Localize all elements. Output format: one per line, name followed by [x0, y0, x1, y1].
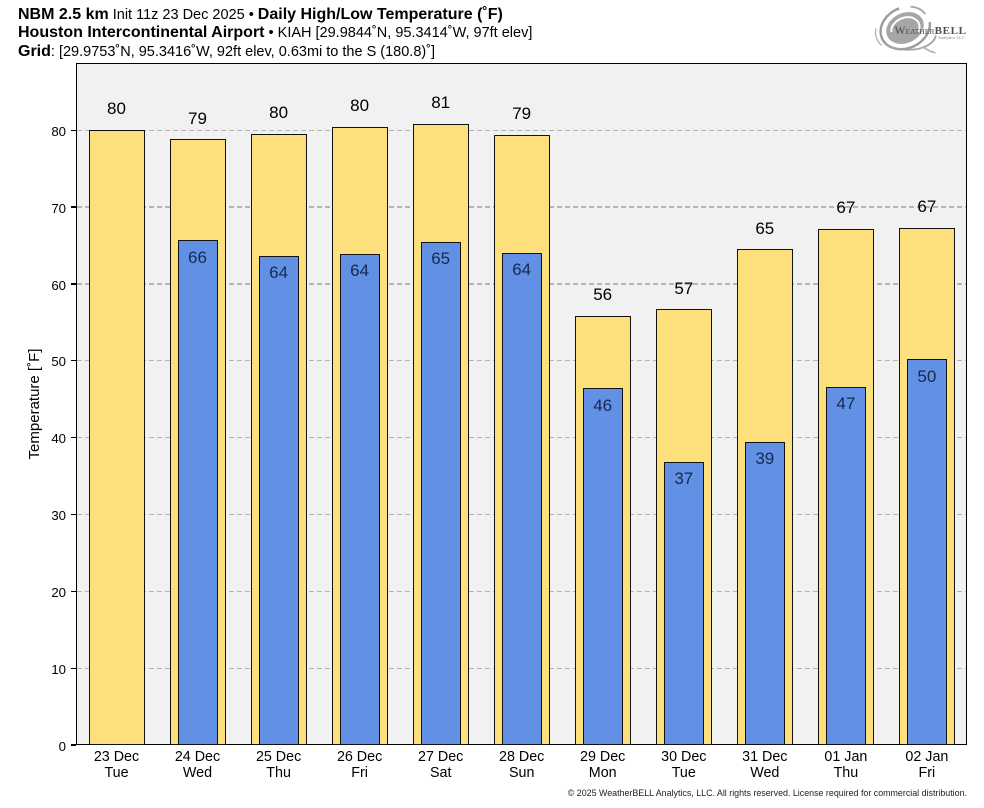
svg-text:WEATHERBELL: WEATHERBELL	[895, 24, 967, 37]
svg-text:Analytics LLC: Analytics LLC	[938, 35, 965, 40]
